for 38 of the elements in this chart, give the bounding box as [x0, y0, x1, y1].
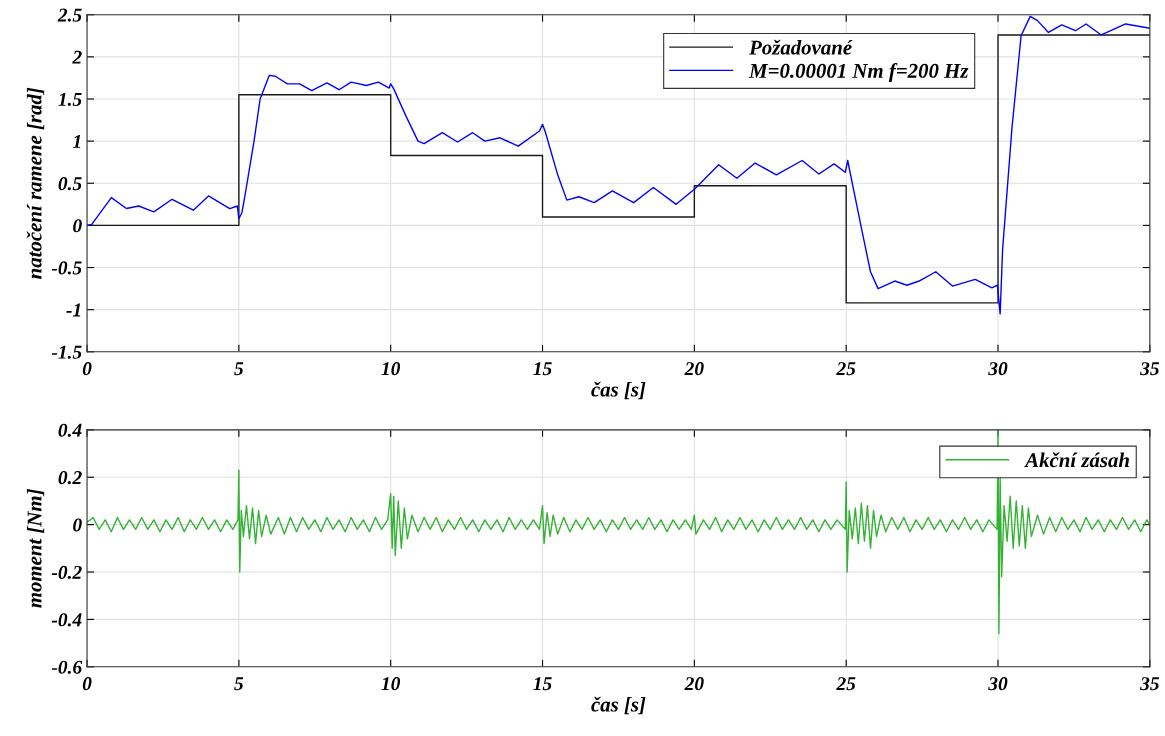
- x-tick-label: 35: [1139, 677, 1160, 691]
- y-tick-label: 2: [72, 50, 82, 64]
- legend-label: Akční zásah: [1024, 452, 1129, 468]
- legend-label: M=0.00001 Nm f=200 Hz: [748, 63, 969, 83]
- y-tick-label: -0.2: [51, 565, 82, 580]
- y-tick-label: -0.4: [51, 613, 82, 627]
- x-tick-label: 30: [988, 362, 1008, 376]
- y-axis-title: moment [Nm]: [26, 488, 45, 608]
- x-tick-label: 20: [684, 362, 704, 376]
- x-tick-label: 10: [381, 362, 401, 376]
- y-tick-label: 2.5: [57, 8, 82, 22]
- x-tick-label: 35: [1139, 362, 1160, 376]
- x-tick-label: 25: [836, 362, 856, 376]
- x-axis-title: čas [s]: [591, 381, 646, 400]
- y-tick-label: -1.5: [51, 345, 82, 359]
- y-axis-title: natočení ramene [rad]: [26, 87, 45, 279]
- y-tick-label: 1.5: [58, 92, 82, 107]
- x-tick-label: 15: [533, 677, 552, 691]
- y-tick-label: 1: [72, 135, 81, 148]
- x-axis-title: čas [s]: [591, 696, 646, 715]
- y-tick-label: -0.5: [51, 261, 82, 275]
- x-tick-label: 10: [381, 677, 401, 691]
- x-tick-label: 0: [82, 677, 92, 691]
- y-tick-label: 0.5: [58, 177, 82, 191]
- x-tick-label: 20: [684, 677, 704, 691]
- y-tick-label: 0: [73, 219, 82, 233]
- y-tick-label: -0.6: [51, 660, 83, 674]
- x-tick-label: 25: [836, 677, 856, 691]
- y-tick-label: 0: [73, 518, 82, 532]
- legend-label: Požadované: [749, 39, 853, 55]
- x-tick-label: 15: [533, 362, 552, 376]
- y-tick-label: 0.4: [58, 423, 82, 437]
- x-tick-label: 5: [234, 677, 244, 691]
- x-tick-label: 30: [988, 677, 1008, 691]
- y-tick-label: -1: [66, 303, 81, 317]
- x-tick-label: 5: [234, 362, 244, 376]
- y-tick-label: 0.2: [58, 471, 82, 485]
- x-tick-label: 0: [82, 362, 92, 376]
